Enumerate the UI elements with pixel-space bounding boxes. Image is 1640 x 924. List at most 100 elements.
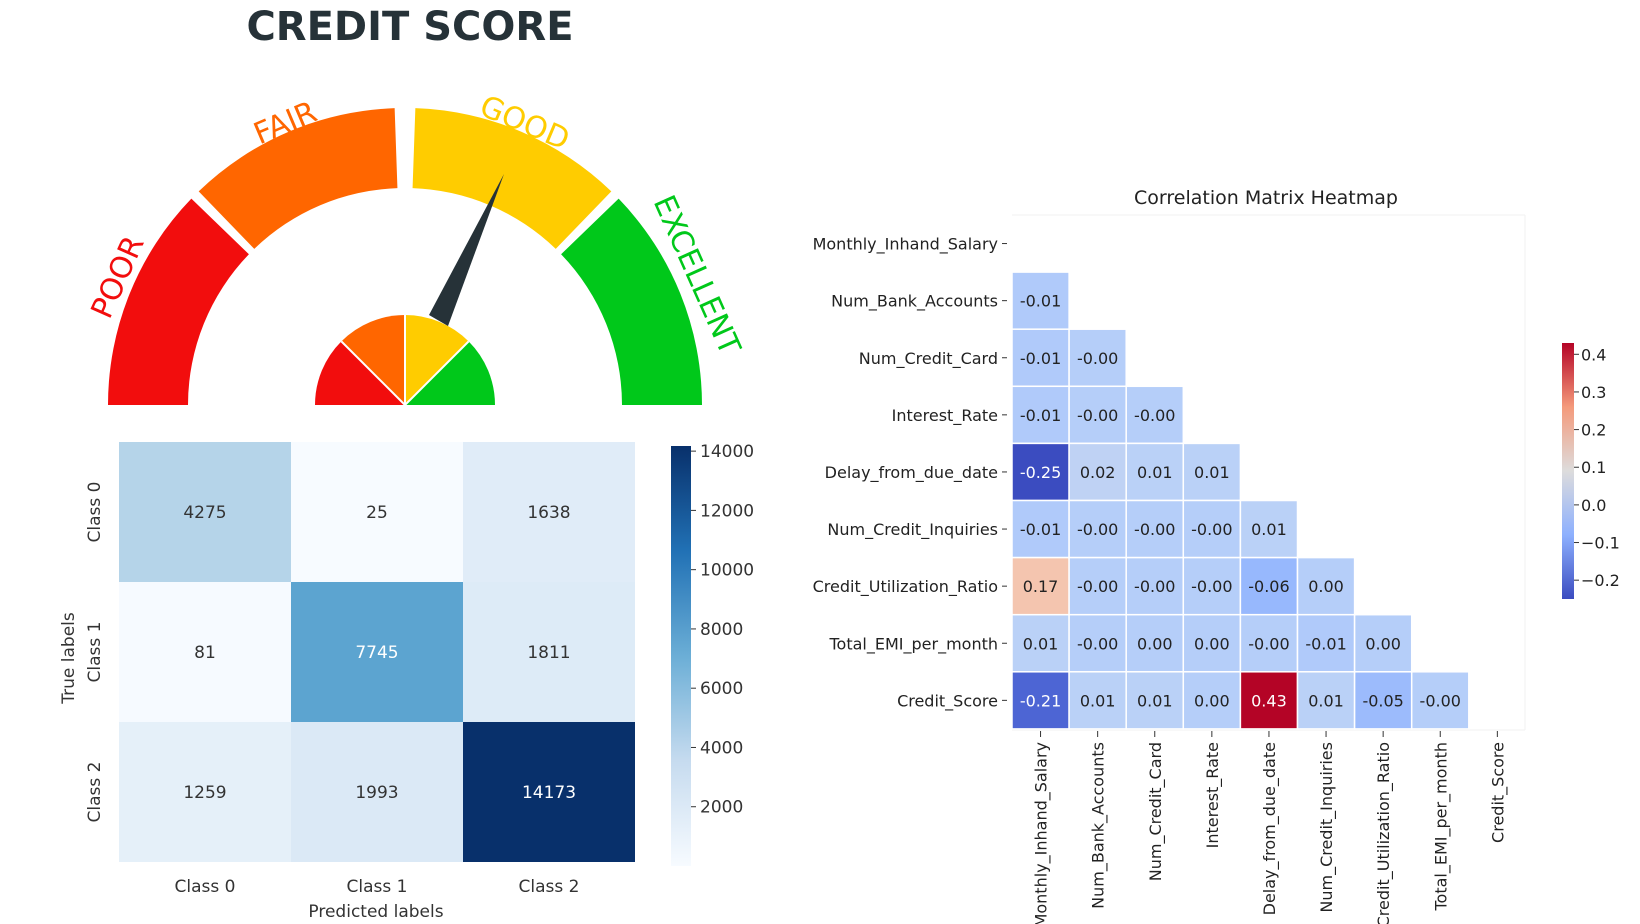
corr-x-tick-label: Num_Credit_Card (1146, 742, 1166, 881)
gauge-segment-poor (108, 198, 249, 405)
corr-cell-value: -0.00 (1077, 349, 1118, 368)
corr-cell (1068, 328, 1127, 388)
gauge-hub-divider (404, 340, 470, 406)
corr-cell (1125, 442, 1185, 502)
cm-cell (291, 582, 463, 722)
cm-colorbar-tick-label: 8000 (700, 620, 743, 640)
corr-cell-value: -0.06 (1248, 577, 1289, 596)
corr-cell-value: -0.00 (1077, 634, 1118, 653)
correlation-heatmap-chart: Correlation Matrix Heatmap -0.01 -0.01 -0.… (813, 187, 1620, 924)
cm-x-axis-label: Predicted labels (308, 902, 443, 922)
corr-y-tick-label: Num_Bank_Accounts (831, 292, 998, 312)
corr-y-tick-label: Total_EMI_per_month (828, 634, 998, 654)
cm-cell-value: 1811 (527, 643, 570, 663)
corr-cell-value: -0.21 (1020, 691, 1061, 710)
corr-colorbar-tick-label: 0.2 (1581, 421, 1606, 440)
corr-cell-value: -0.00 (1077, 577, 1118, 596)
cm-cell-value: 7745 (355, 643, 398, 663)
corr-colorbar-tick-label: 0.0 (1581, 496, 1606, 515)
corr-cell (1182, 671, 1242, 730)
gauge-title: CREDIT SCORE (246, 4, 573, 50)
corr-cell-value: 0.00 (1308, 577, 1344, 596)
corr-cell-value: 0.43 (1251, 691, 1287, 710)
cm-x-tick-label: Class 2 (519, 877, 580, 897)
corr-cell-value: 0.02 (1080, 463, 1116, 482)
corr-y-tick-label: Credit_Utilization_Ratio (813, 577, 998, 597)
corr-cell (1068, 442, 1127, 502)
cm-cell (463, 722, 635, 862)
corr-x-tick-label: Num_Bank_Accounts (1089, 742, 1109, 909)
corr-cell-value: -0.00 (1191, 577, 1232, 596)
corr-x-tick-label: Total_EMI_per_month (1431, 742, 1451, 912)
cm-colorbar-tick-label: 2000 (700, 798, 743, 818)
corr-cell-value: 0.01 (1194, 463, 1230, 482)
corr-cell-value: 0.01 (1308, 691, 1344, 710)
corr-y-tick-label: Interest_Rate (892, 406, 998, 426)
corr-y-tick-label: Num_Credit_Inquiries (827, 520, 998, 540)
corr-cell (1239, 499, 1299, 559)
corr-cell (1068, 556, 1127, 616)
cm-colorbar-tick-label: 14000 (700, 442, 754, 462)
cm-colorbar (671, 446, 691, 866)
corr-cell (1011, 442, 1070, 502)
cm-cell-value: 1993 (355, 783, 398, 803)
corr-cell-value: -0.01 (1020, 520, 1061, 539)
corr-cell (1011, 328, 1070, 388)
cm-cell-value: 25 (366, 503, 388, 523)
corr-colorbar-tick-label: 0.4 (1581, 345, 1606, 364)
gauge-hub-good (405, 315, 469, 405)
corr-cell-value: -0.00 (1248, 634, 1289, 653)
cm-x-tick-label: Class 0 (175, 877, 236, 897)
corr-cell-value: -0.00 (1191, 520, 1232, 539)
corr-cell-value: -0.01 (1020, 292, 1061, 311)
corr-cell (1296, 671, 1356, 730)
corr-x-tick-label: Monthly_Inhand_Salary (1032, 742, 1052, 924)
corr-cell-value: -0.01 (1020, 349, 1061, 368)
corr-colorbar-tick-label: −0.2 (1581, 571, 1620, 590)
corr-cell-value: -0.00 (1134, 406, 1175, 425)
cm-cell-value: 4275 (183, 503, 226, 523)
cm-cell (291, 722, 463, 862)
corr-colorbar-tick-label: 0.3 (1581, 383, 1606, 402)
corr-cell (1068, 671, 1127, 730)
corr-cell-value: 0.00 (1194, 691, 1230, 710)
corr-y-tick-label: Monthly_Inhand_Salary (813, 235, 998, 255)
confusion-matrix-chart: 4275 25 1638 81 7745 1811 1259 1993 14173 Class … (59, 442, 754, 922)
cm-x-tick-label: Class 1 (347, 877, 408, 897)
corr-x-tick-label: Delay_from_due_date (1260, 742, 1280, 915)
corr-cell (1125, 671, 1185, 730)
corr-cell-value: 0.01 (1137, 691, 1173, 710)
cm-colorbar-tick-label: 10000 (700, 561, 754, 581)
cm-cell (119, 442, 291, 582)
cm-y-tick-label: Class 0 (85, 482, 105, 543)
corr-x-tick-label: Num_Credit_Inquiries (1317, 742, 1337, 913)
gauge-segment-good (412, 108, 612, 249)
cm-y-tick-label: Class 2 (85, 762, 105, 823)
corr-cell (1125, 499, 1185, 559)
corr-colorbar (1562, 343, 1574, 599)
cm-colorbar-tick-label: 6000 (700, 679, 743, 699)
cm-cell-value: 81 (194, 643, 216, 663)
corr-colorbar-tick-label: 0.1 (1581, 458, 1606, 477)
gauge-segment-fair (198, 108, 398, 249)
corr-cell-value: -0.05 (1362, 691, 1403, 710)
corr-colorbar-tick-label: −0.1 (1581, 534, 1620, 553)
corr-x-tick-label: Credit_Score (1488, 742, 1508, 843)
corr-cell (1125, 385, 1185, 445)
corr-cell-value: 0.17 (1023, 577, 1059, 596)
corr-cell-value: 0.00 (1365, 634, 1401, 653)
corr-cell-value: -0.00 (1420, 691, 1461, 710)
cm-cell (463, 582, 635, 722)
corr-cell-value: 0.01 (1023, 634, 1059, 653)
corr-cell (1410, 671, 1470, 730)
corr-title: Correlation Matrix Heatmap (1134, 187, 1398, 209)
cm-colorbar-tick-label: 4000 (700, 738, 743, 758)
corr-cell-value: -0.25 (1020, 463, 1061, 482)
cm-y-tick-label: Class 1 (85, 622, 105, 683)
corr-cell (1011, 271, 1070, 330)
corr-cell (1011, 671, 1070, 730)
gauge-segment-excellent (561, 198, 702, 405)
gauge-hub-poor (315, 341, 405, 405)
